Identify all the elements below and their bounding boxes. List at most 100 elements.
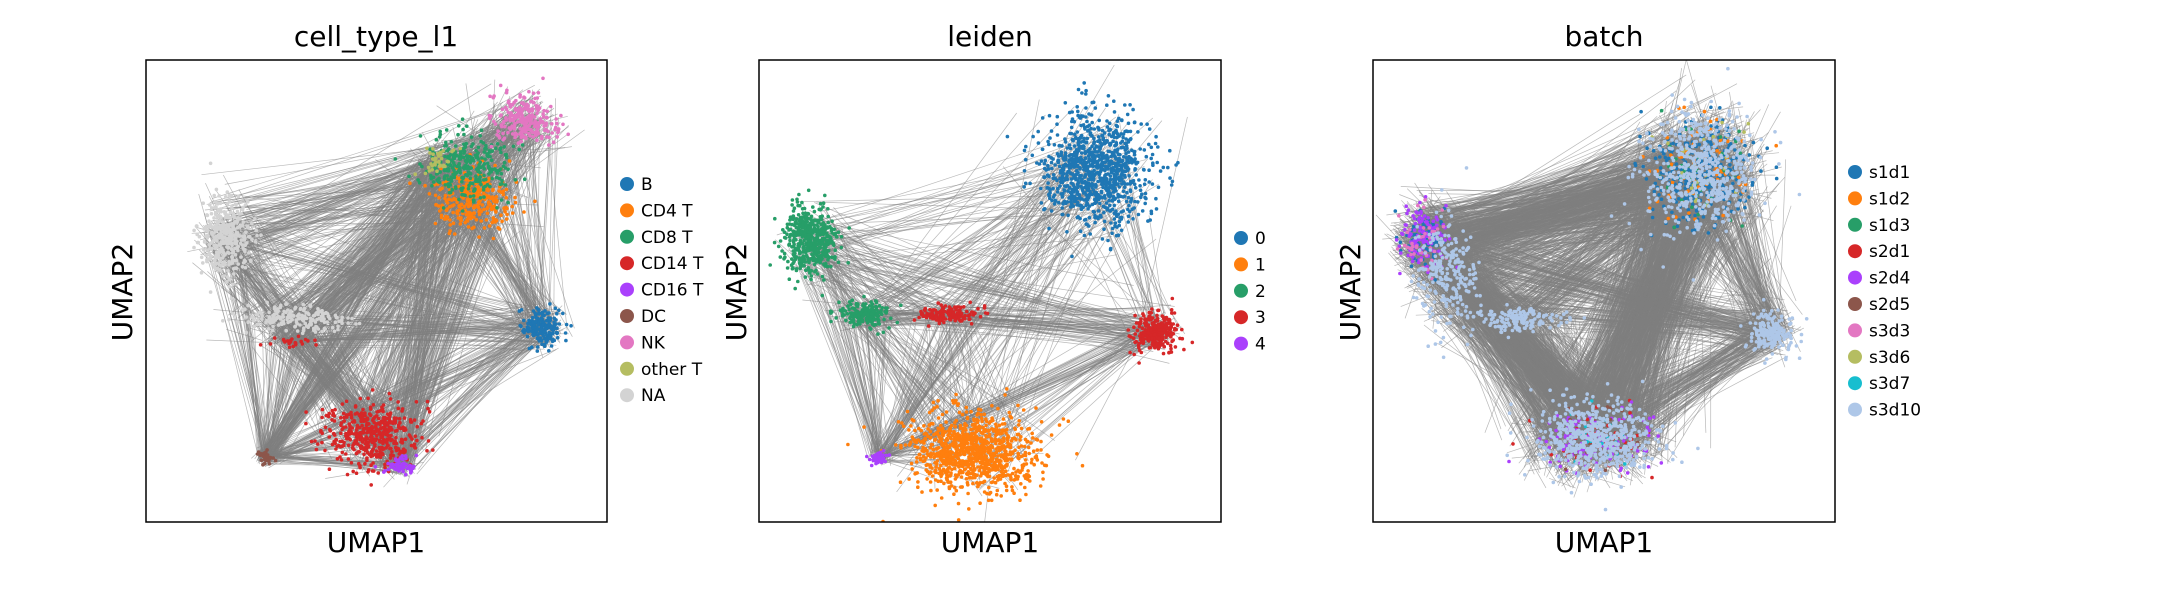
data-point — [256, 318, 260, 322]
data-point — [531, 135, 535, 139]
data-point — [481, 203, 485, 207]
data-point — [352, 448, 356, 452]
data-point — [474, 174, 478, 178]
data-point — [288, 341, 292, 345]
data-point — [493, 164, 497, 168]
data-point — [208, 251, 212, 255]
data-point — [223, 262, 227, 266]
data-point — [539, 328, 543, 332]
data-point — [370, 441, 374, 445]
data-point — [339, 432, 343, 436]
data-point — [447, 155, 451, 159]
data-point — [545, 116, 549, 120]
data-point — [1024, 145, 1028, 149]
data-point — [465, 161, 469, 165]
data-point — [1115, 234, 1119, 238]
data-point — [443, 183, 447, 187]
data-point — [1122, 195, 1126, 199]
data-point — [509, 111, 513, 115]
data-point — [283, 340, 287, 344]
data-point — [502, 120, 506, 124]
data-point — [401, 441, 405, 445]
data-point — [286, 321, 290, 325]
data-point — [236, 210, 240, 214]
data-point — [1079, 229, 1083, 233]
data-point — [482, 186, 486, 190]
data-point — [358, 322, 362, 326]
data-point — [215, 238, 219, 242]
data-point — [1126, 113, 1130, 117]
data-point — [533, 115, 537, 119]
data-point — [297, 313, 301, 317]
data-point — [536, 131, 540, 135]
data-point — [544, 128, 548, 132]
data-point — [268, 456, 272, 460]
data-point — [499, 146, 503, 150]
data-point — [387, 468, 391, 472]
data-point — [212, 265, 216, 269]
data-point — [355, 471, 359, 475]
data-point — [486, 189, 490, 193]
data-point — [488, 95, 492, 99]
legend-marker-cd14-t — [620, 256, 634, 270]
data-point — [383, 469, 387, 473]
data-point — [1128, 103, 1132, 107]
data-point — [320, 330, 324, 334]
data-point — [247, 251, 251, 255]
data-point — [466, 198, 470, 202]
data-point — [462, 156, 466, 160]
data-point — [553, 128, 557, 132]
data-point — [420, 436, 424, 440]
data-point — [480, 128, 484, 132]
data-point — [545, 122, 549, 126]
data-point — [337, 319, 341, 323]
data-point — [226, 246, 230, 250]
data-point — [477, 235, 481, 239]
data-point — [1088, 216, 1092, 220]
data-point — [316, 442, 320, 446]
data-point — [323, 321, 327, 325]
data-point — [518, 95, 522, 99]
data-point — [279, 321, 283, 325]
data-point — [490, 207, 494, 211]
data-point — [1111, 227, 1115, 231]
data-point — [338, 440, 342, 444]
data-point — [498, 227, 502, 231]
data-point — [367, 468, 371, 472]
data-point — [382, 416, 386, 420]
data-point — [486, 196, 490, 200]
data-point — [506, 201, 510, 205]
data-point — [461, 186, 465, 190]
data-point — [437, 204, 441, 208]
data-point — [499, 84, 503, 88]
data-point — [366, 397, 370, 401]
data-point — [452, 221, 456, 225]
data-point — [382, 447, 386, 451]
data-point — [238, 216, 242, 220]
data-point — [508, 103, 512, 107]
data-point — [483, 157, 487, 161]
data-point — [545, 327, 549, 331]
data-point — [529, 329, 533, 333]
data-point — [341, 451, 345, 455]
data-point — [393, 467, 397, 471]
data-point — [371, 388, 375, 392]
data-point — [230, 262, 234, 266]
data-point — [528, 114, 532, 118]
data-point — [462, 133, 466, 137]
data-point — [216, 256, 220, 260]
data-point — [473, 187, 477, 191]
data-point — [231, 251, 235, 255]
data-point — [502, 165, 506, 169]
data-point — [273, 336, 277, 340]
data-point — [1127, 214, 1131, 218]
data-point — [564, 331, 568, 335]
data-point — [236, 219, 240, 223]
data-point — [503, 136, 507, 140]
data-point — [537, 91, 541, 95]
data-point — [347, 444, 351, 448]
data-point — [1092, 141, 1096, 145]
data-point — [243, 307, 247, 311]
data-point — [1048, 136, 1052, 140]
data-point — [320, 315, 324, 319]
